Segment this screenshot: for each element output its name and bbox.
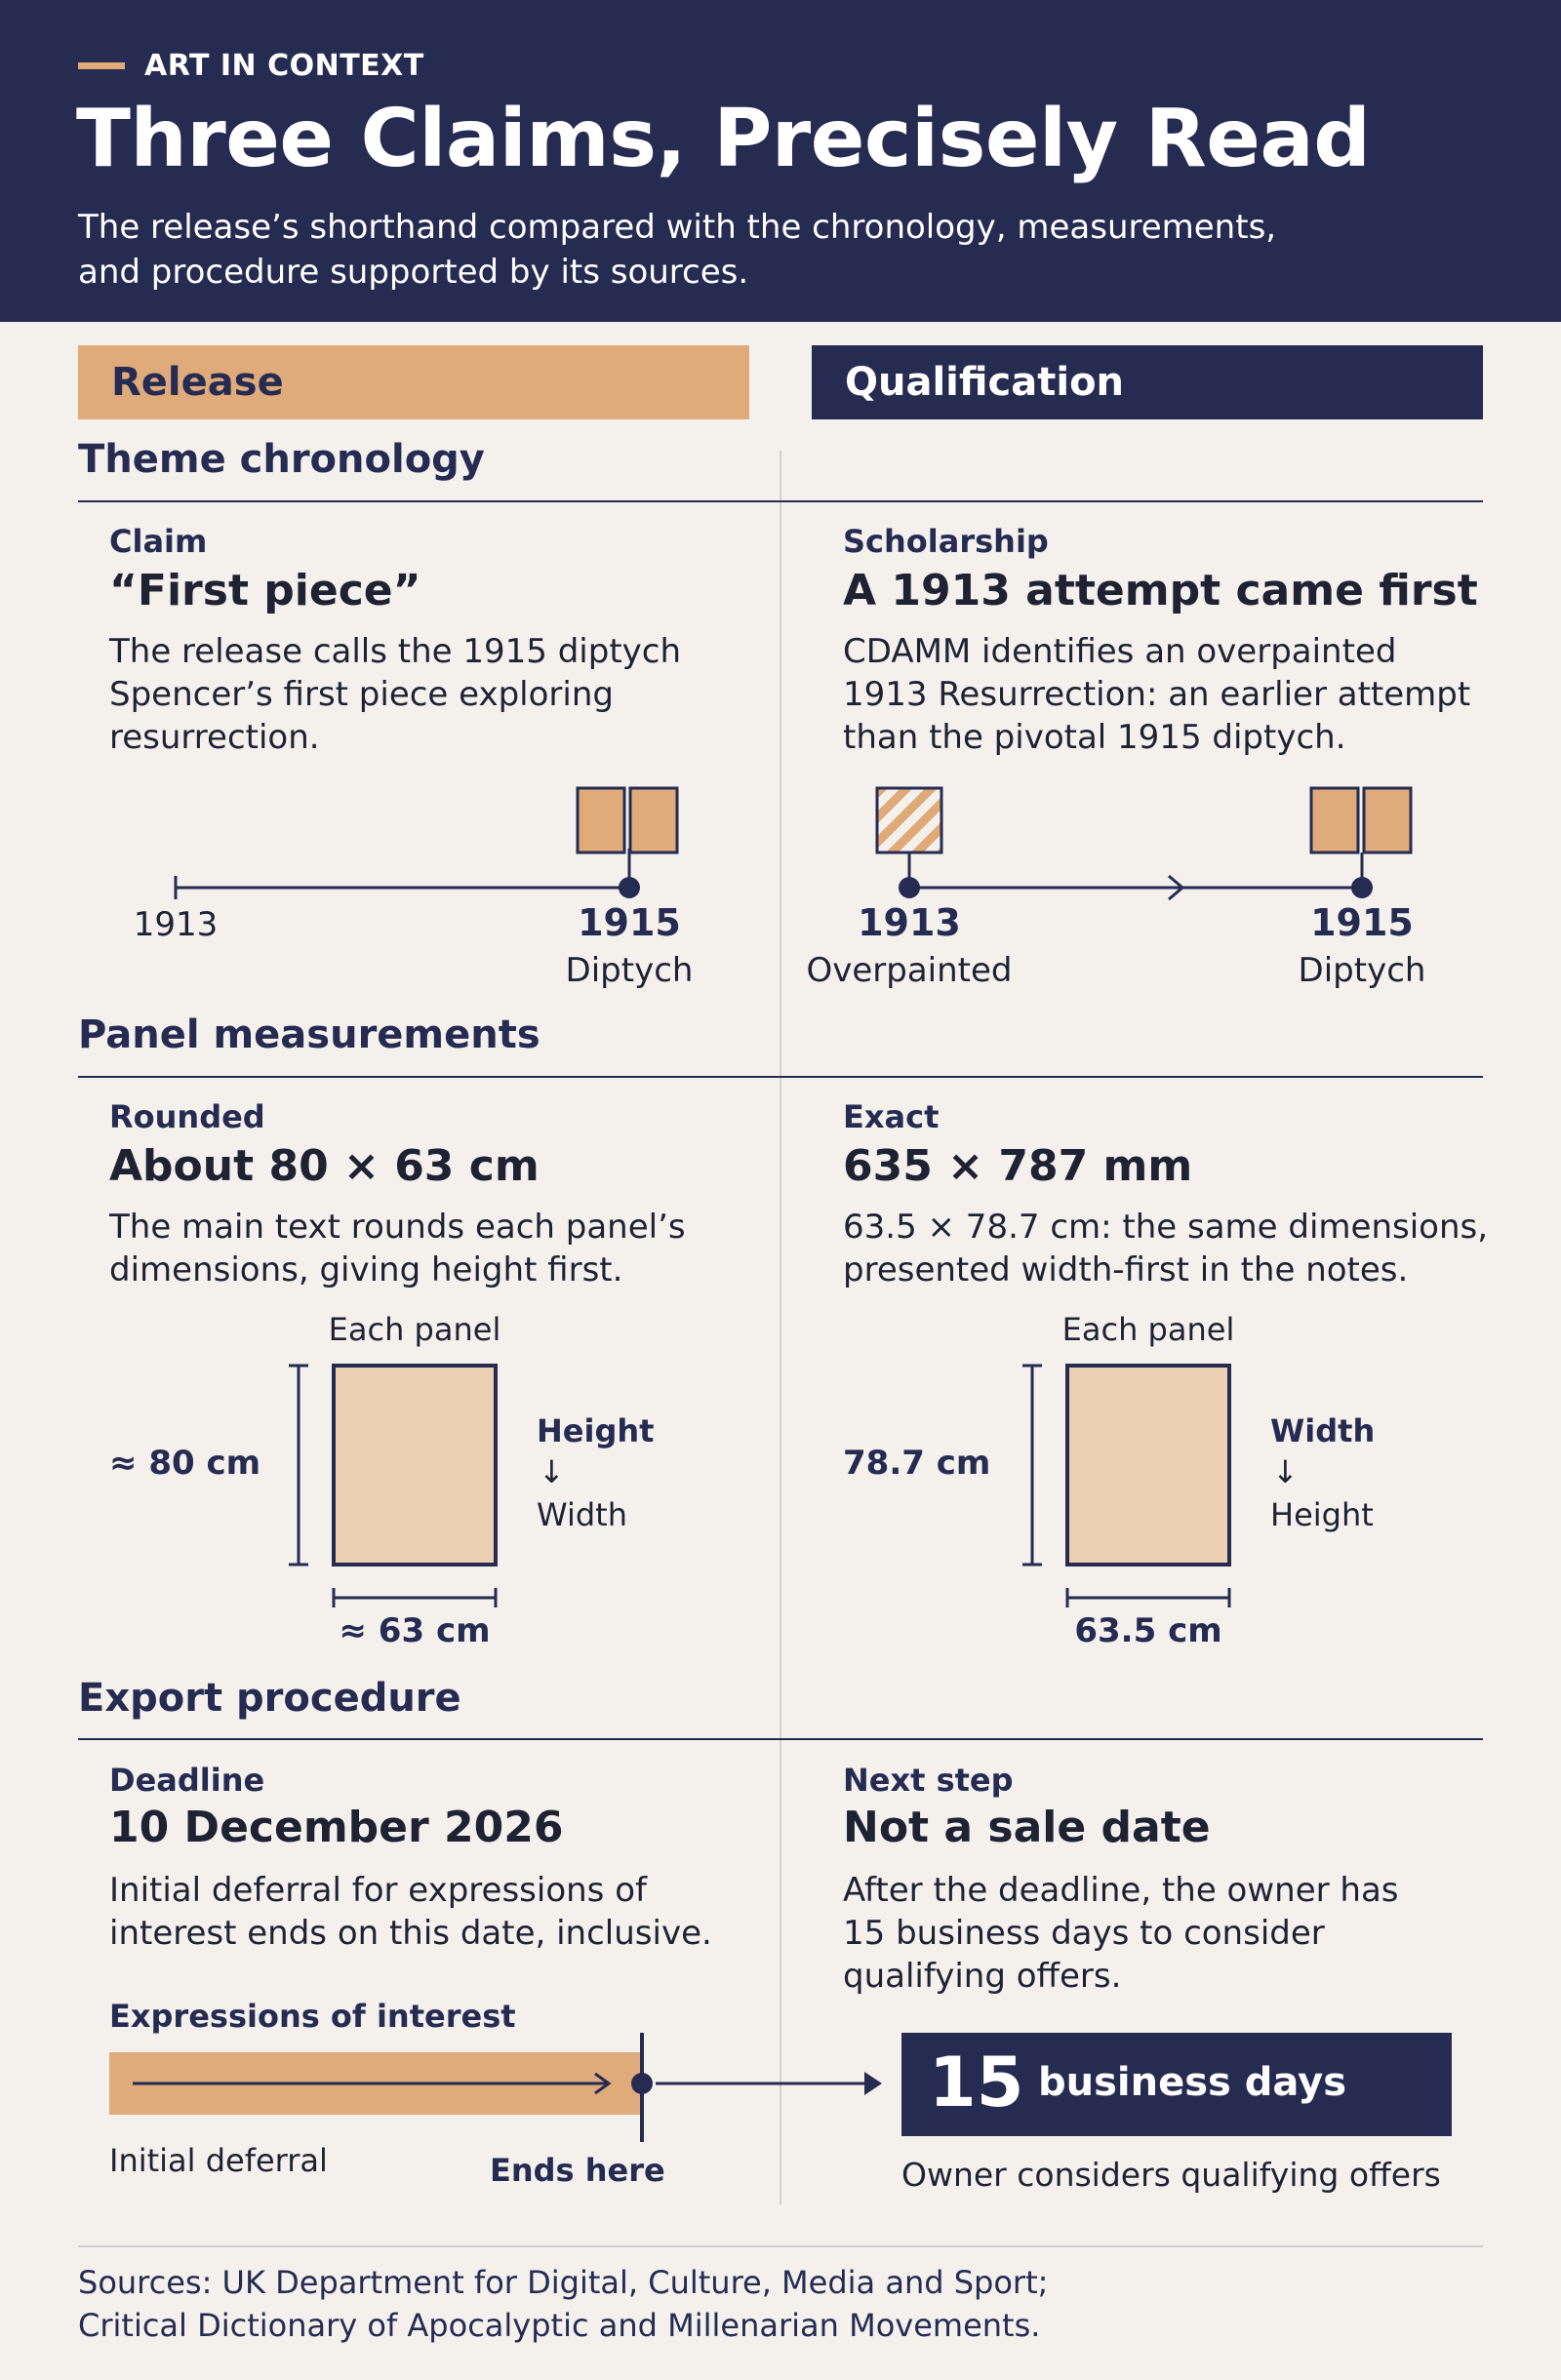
bar-end-label: Ends here xyxy=(490,2152,665,2189)
order-first: Height xyxy=(537,1412,655,1449)
scholarship-body: CDAMM identifies an overpainted 1913 Res… xyxy=(843,630,1506,759)
order-arrow-icon: ↓ xyxy=(539,1453,565,1490)
body-line: CDAMM identifies an overpainted xyxy=(843,632,1397,671)
deadline-body: Initial deferral for expressions of inte… xyxy=(109,1869,753,1955)
deferral-arrow-icon xyxy=(594,2072,612,2095)
order-arrow-icon: ↓ xyxy=(1272,1453,1299,1490)
bar-start-label: Initial deferral xyxy=(109,2142,328,2179)
next-step-headline: Not a sale date xyxy=(843,1803,1211,1852)
body-line: interest ends on this date, inclusive. xyxy=(109,1914,712,1953)
order-first: Width xyxy=(1270,1412,1376,1449)
subtitle-line: and procedure supported by its sources. xyxy=(78,253,749,292)
timeline-start-year: 1913 xyxy=(133,905,219,944)
body-line: 1913 Resurrection: an earlier attempt xyxy=(843,675,1471,714)
next-step-body: After the deadline, the owner has 15 bus… xyxy=(843,1869,1506,1998)
rounded-headline: About 80 × 63 cm xyxy=(109,1141,540,1191)
timeline-end-caption: Diptych xyxy=(565,951,694,990)
diptych-icon-left-panel xyxy=(1309,786,1360,854)
panel-caption: Each panel xyxy=(328,1311,501,1348)
panel-rectangle xyxy=(1065,1364,1231,1567)
body-line: dimensions, giving height first. xyxy=(109,1250,623,1289)
body-line: The main text rounds each panel’s xyxy=(109,1208,686,1247)
page-title: Three Claims, Precisely Read xyxy=(76,93,1371,185)
body-line: Spencer’s first piece exploring xyxy=(109,675,614,714)
exact-body: 63.5 × 78.7 cm: the same dimensions, pre… xyxy=(843,1206,1506,1291)
body-line: qualifying offers. xyxy=(843,1957,1122,1996)
section-rule xyxy=(78,1738,1483,1740)
body-line: Initial deferral for expressions of xyxy=(109,1871,647,1910)
order-second: Width xyxy=(537,1496,627,1533)
timeline-end-year: 1915 xyxy=(578,901,681,944)
claim-body: The release calls the 1915 diptych Spenc… xyxy=(109,630,753,759)
column-header-qualification: Qualification xyxy=(812,345,1483,419)
chronology-timelines xyxy=(174,786,1413,901)
section-rule xyxy=(78,1076,1483,1078)
body-line: 15 business days to consider xyxy=(843,1914,1325,1953)
header-banner xyxy=(0,0,1561,322)
panel-rectangle xyxy=(332,1364,498,1567)
panel-caption: Each panel xyxy=(1061,1311,1235,1348)
business-days-box xyxy=(901,2033,1452,2136)
footer-rule xyxy=(78,2245,1483,2247)
panel-dimension-diagrams xyxy=(289,1364,1231,1607)
timeline-dot-1915 xyxy=(1351,877,1373,898)
claim-label: Claim xyxy=(109,523,208,560)
timeline-dot-1915 xyxy=(619,877,640,898)
claim-headline: “First piece” xyxy=(109,566,421,615)
bar-label: Expressions of interest xyxy=(109,1998,516,2035)
sources-line: Sources: UK Department for Digital, Cult… xyxy=(78,2264,1049,2301)
timeline-dot-1913 xyxy=(899,877,920,898)
kicker: ART IN CONTEXT xyxy=(144,49,424,83)
page-subtitle: The release’s shorthand compared with th… xyxy=(78,205,1346,295)
height-value: ≈ 80 cm xyxy=(109,1444,261,1483)
deadline-headline: 10 December 2026 xyxy=(109,1803,564,1852)
timeline-end-caption: Diptych xyxy=(1298,951,1426,990)
timeline-arrow-icon xyxy=(1168,874,1185,901)
deadline-dot xyxy=(631,2073,653,2094)
body-line: resurrection. xyxy=(109,718,320,757)
timeline-end-year: 1915 xyxy=(1310,901,1414,944)
width-value: ≈ 63 cm xyxy=(339,1611,491,1650)
rounded-label: Rounded xyxy=(109,1098,265,1135)
business-days-number: 15 xyxy=(929,2043,1024,2122)
section-title-procedure: Export procedure xyxy=(78,1676,461,1721)
body-line: than the pivotal 1915 diptych. xyxy=(843,718,1346,757)
deadline-label: Deadline xyxy=(109,1762,265,1799)
subtitle-line: The release’s shorthand compared with th… xyxy=(78,208,1277,247)
business-days-unit: business days xyxy=(1038,2060,1347,2105)
exact-headline: 635 × 787 mm xyxy=(843,1141,1193,1191)
section-title-measurements: Panel measurements xyxy=(78,1012,540,1057)
column-header-release: Release xyxy=(78,345,749,419)
column-divider xyxy=(780,451,781,2204)
diptych-icon-right-panel xyxy=(1362,786,1413,854)
height-value: 78.7 cm xyxy=(843,1444,991,1483)
body-line: 63.5 × 78.7 cm: the same dimensions, xyxy=(843,1208,1489,1247)
scholarship-headline: A 1913 attempt came first xyxy=(843,566,1478,615)
rounded-body: The main text rounds each panel’s dimens… xyxy=(109,1206,753,1291)
exact-label: Exact xyxy=(843,1098,940,1135)
section-rule xyxy=(78,500,1483,502)
body-line: presented width-first in the notes. xyxy=(843,1250,1409,1289)
deferral-bar-diagram xyxy=(109,2033,882,2142)
diptych-icon-right-panel xyxy=(628,786,679,854)
kicker-accent-bar xyxy=(78,62,125,69)
sources-line: Critical Dictionary of Apocalyptic and M… xyxy=(78,2307,1041,2344)
sources-note: Sources: UK Department for Digital, Cult… xyxy=(78,2261,1444,2347)
timeline-start-year: 1913 xyxy=(858,901,961,944)
body-line: The release calls the 1915 diptych xyxy=(109,632,682,671)
next-step-label: Next step xyxy=(843,1762,1014,1799)
body-line: After the deadline, the owner has xyxy=(843,1871,1399,1910)
scholarship-label: Scholarship xyxy=(843,523,1049,560)
connector-arrow-icon xyxy=(864,2072,882,2095)
section-title-chronology: Theme chronology xyxy=(78,437,485,482)
order-second: Height xyxy=(1270,1496,1374,1533)
timeline-start-caption: Overpainted xyxy=(806,951,1013,990)
overpainted-icon xyxy=(875,786,943,854)
diptych-icon-left-panel xyxy=(576,786,626,854)
width-value: 63.5 cm xyxy=(1074,1611,1222,1650)
business-days-caption: Owner considers qualifying offers xyxy=(901,2156,1441,2194)
